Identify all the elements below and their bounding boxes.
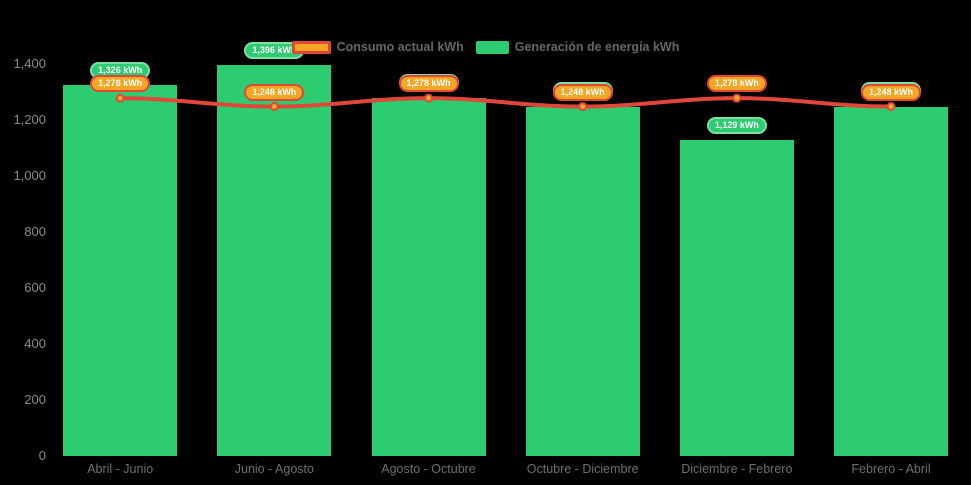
consumption-value-pill: 1,278 kWh (90, 75, 151, 93)
y-tick-label: 200 (24, 392, 46, 407)
generation-bar[interactable] (679, 139, 794, 456)
y-tick-label: 800 (24, 224, 46, 239)
x-category-label: Abril - Junio (87, 462, 154, 476)
consumption-value-pill: 1,248 kWh (860, 83, 922, 101)
y-tick-label: 600 (24, 280, 46, 295)
generation-bar[interactable] (834, 106, 948, 456)
generation-bar[interactable] (525, 106, 640, 456)
y-tick-label: 400 (24, 336, 46, 351)
y-tick-label: 1,400 (13, 56, 46, 71)
x-category-label: Agosto - Octubre (381, 462, 476, 476)
line-marker-dot[interactable] (115, 93, 125, 103)
y-tick-label: 1,000 (13, 168, 46, 183)
consumption-value-pill: 1,278 kWh (398, 75, 459, 93)
x-category-label: Febrero - Abril (851, 462, 931, 476)
generation-legend-swatch (475, 40, 509, 54)
x-category-label: Junio - Agosto (234, 462, 314, 476)
line-marker-dot[interactable] (424, 93, 434, 103)
legend-item-consumption[interactable]: Consumo actual kWh (291, 40, 464, 54)
legend-item-generation[interactable]: Generación de energía kWh (475, 40, 680, 54)
generation-value-pill: 1,129 kWh (706, 116, 767, 134)
x-category-label: Octubre - Diciembre (526, 462, 639, 476)
generation-bar[interactable] (371, 98, 486, 456)
generation-bar[interactable] (63, 84, 178, 456)
line-marker-dot[interactable] (269, 102, 279, 112)
x-category-label: Diciembre - Febrero (681, 462, 793, 476)
line-marker-dot[interactable] (578, 102, 588, 112)
consumption-legend-swatch (291, 40, 331, 54)
consumption-value-pill: 1,248 kWh (244, 83, 305, 101)
y-tick-label: 0 (38, 448, 46, 463)
consumption-legend-label: Consumo actual kWh (336, 40, 464, 54)
line-marker-dot[interactable] (732, 93, 742, 103)
line-marker-dot[interactable] (886, 102, 896, 112)
y-tick-label: 1,200 (13, 112, 46, 127)
generation-bar[interactable] (217, 65, 332, 456)
chart-legend: Consumo actual kWh Generación de energía… (0, 40, 971, 54)
consumption-value-pill: 1,278 kWh (706, 75, 767, 93)
generation-legend-label: Generación de energía kWh (514, 40, 680, 54)
consumption-value-pill: 1,248 kWh (552, 83, 613, 101)
